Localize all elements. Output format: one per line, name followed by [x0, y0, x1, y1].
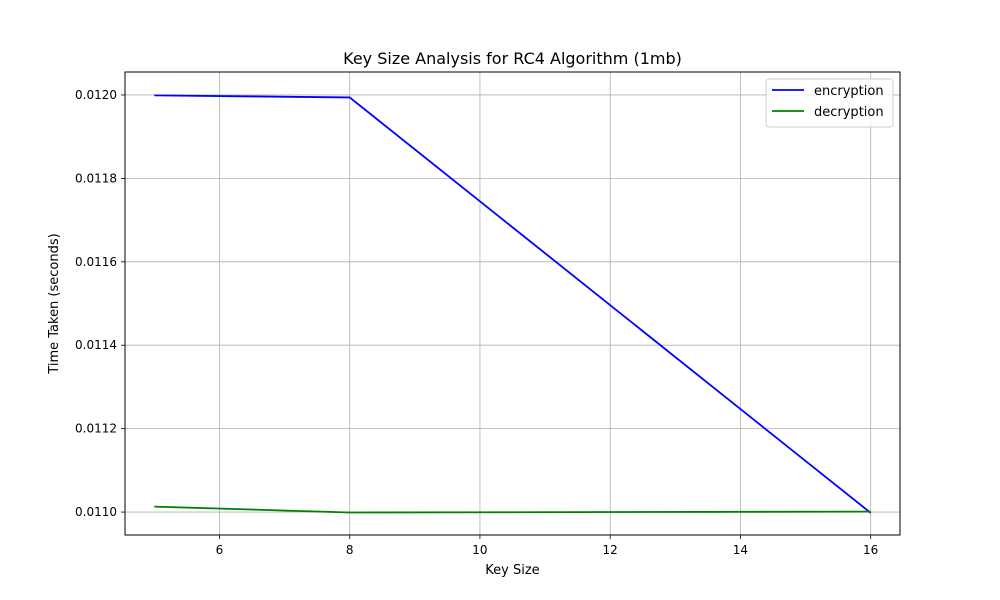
axis-ticks: 6 8 10 12 14 16 0.0110 0.0112 0.0114 0.0116 0.0118… [75, 88, 878, 557]
x-tick-label: 6 [216, 543, 224, 557]
chart-title: Key Size Analysis for RC4 Algorithm (1mb… [343, 49, 682, 68]
legend-label-encryption: encryption [814, 84, 884, 99]
x-tick-label: 10 [472, 543, 487, 557]
y-tick-label: 0.0114 [75, 338, 117, 352]
series-lines [154, 94, 872, 514]
x-axis-label: Key Size [485, 563, 539, 578]
x-tick-label: 12 [603, 543, 618, 557]
y-tick-label: 0.0120 [75, 88, 117, 102]
legend-label-decryption: decryption [814, 105, 884, 120]
x-tick-label: 14 [733, 543, 748, 557]
y-axis-label: Time Taken (seconds) [47, 233, 62, 374]
x-tick-label: 8 [346, 543, 354, 557]
series-line-encryption [154, 94, 872, 514]
y-tick-label: 0.0110 [75, 505, 117, 519]
legend: encryption decryption [765, 78, 894, 128]
y-tick-label: 0.0116 [75, 255, 117, 269]
y-tick-label: 0.0112 [75, 422, 117, 436]
legend-box [765, 78, 894, 128]
y-tick-label: 0.0118 [75, 171, 117, 185]
series-line-decryption [154, 505, 871, 514]
x-tick-label: 16 [863, 543, 878, 557]
plot-area-frame [124, 71, 901, 536]
